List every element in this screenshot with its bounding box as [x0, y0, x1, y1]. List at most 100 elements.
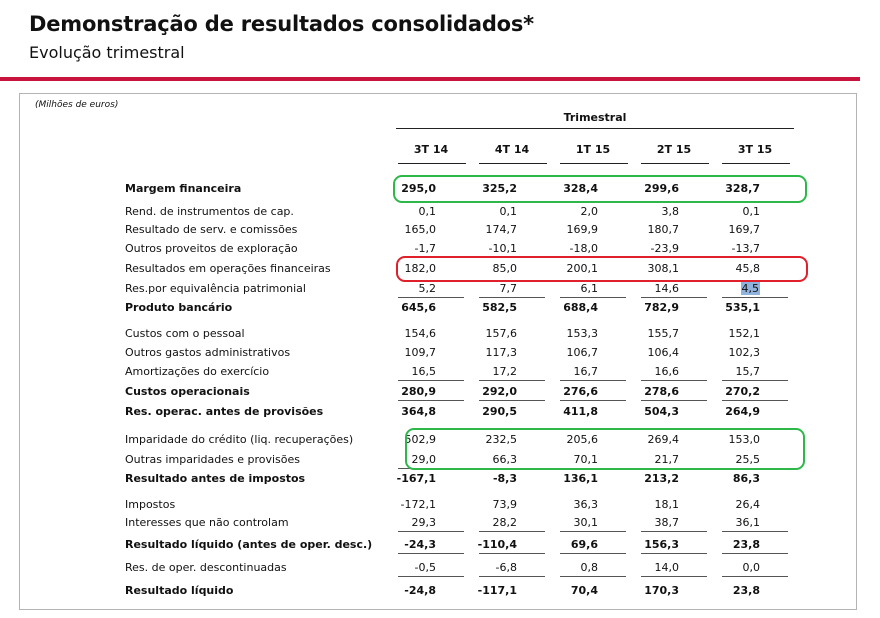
column-header: 3T 14 [413, 143, 449, 156]
subtotal-rule [479, 531, 545, 532]
cell-value: 182,0 [404, 262, 437, 275]
cell-value: 85,0 [492, 262, 518, 275]
cell-value: -24,8 [404, 584, 436, 597]
cell-value: -24,3 [404, 538, 436, 551]
subtotal-rule [398, 297, 464, 298]
page-title: Demonstração de resultados consolidados* [29, 12, 534, 36]
table-row: Resultado de serv. e comissões 165,0 174… [0, 222, 880, 238]
cell-value: 102,3 [728, 346, 761, 359]
table-row: Custos com o pessoal 154,6 157,6 153,3 1… [0, 326, 880, 342]
cell-value: 200,1 [566, 262, 599, 275]
cell-value: 325,2 [482, 182, 517, 195]
cell-value: 169,9 [566, 223, 599, 236]
cell-value: 36,3 [573, 498, 599, 511]
cell-value: 16,6 [654, 365, 680, 378]
table-row: Resultados em operações financeiras 182,… [0, 261, 880, 277]
cell-value: 174,7 [485, 223, 518, 236]
cell-value: 0,1 [418, 205, 437, 218]
column-group-header: Trimestral [396, 111, 794, 129]
subtotal-rule [641, 400, 707, 401]
table-row: Resultado líquido -24,8 -117,1 70,4 170,… [0, 583, 880, 599]
cell-value: 69,6 [570, 538, 598, 551]
subtotal-rule [398, 576, 464, 577]
subtotal-rule [560, 576, 626, 577]
table-row: Impostos -172,1 73,9 36,3 18,1 26,4 [0, 497, 880, 513]
cell-value: -167,1 [396, 472, 436, 485]
row-label: Custos com o pessoal [125, 327, 245, 340]
cell-value: 2,0 [580, 205, 599, 218]
cell-value: 15,7 [735, 365, 761, 378]
cell-value: -110,4 [477, 538, 517, 551]
cell-value: 280,9 [401, 385, 436, 398]
cell-value: 295,0 [401, 182, 436, 195]
cell-value: 21,7 [654, 453, 680, 466]
table-row: Resultado antes de impostos -167,1 -8,3 … [0, 471, 880, 487]
subtotal-rule [641, 576, 707, 577]
subtotal-rule [479, 576, 545, 577]
subtotal-rule [641, 553, 707, 554]
row-label: Res.por equivalência patrimonial [125, 282, 306, 295]
table-row: Rend. de instrumentos de cap. 0,1 0,1 2,… [0, 204, 880, 220]
row-label: Outros gastos administrativos [125, 346, 291, 359]
cell-value: 0,1 [742, 205, 761, 218]
table-panel [19, 93, 857, 610]
cell-value: 117,3 [485, 346, 518, 359]
cell-value: 14,0 [654, 561, 680, 574]
subtotal-rule [722, 531, 788, 532]
cell-value: 28,2 [492, 516, 518, 529]
subtotal-rule [398, 553, 464, 554]
cell-value-selected[interactable]: 4,5 [696, 281, 760, 297]
subtotal-rule [479, 400, 545, 401]
cell-value: 70,1 [573, 453, 599, 466]
subtotal-rule [479, 553, 545, 554]
cell-value: 411,8 [563, 405, 598, 418]
cell-value: 30,1 [573, 516, 599, 529]
row-label: Resultado antes de impostos [125, 472, 306, 485]
cell-value: 106,7 [566, 346, 599, 359]
column-header-rule [560, 163, 628, 164]
row-label: Outros proveitos de exploração [125, 242, 298, 255]
column-header: 2T 15 [656, 143, 692, 156]
row-label: Imparidade do crédito (liq. recuperações… [125, 433, 354, 446]
table-row: Interesses que não controlam 29,3 28,2 3… [0, 515, 880, 532]
cell-value: 0,8 [580, 561, 599, 574]
cell-value: -13,7 [731, 242, 760, 255]
cell-value: 157,6 [485, 327, 518, 340]
cell-value: 582,5 [482, 301, 517, 314]
cell-value: 153,3 [566, 327, 599, 340]
table-row: Produto bancário 645,6 582,5 688,4 782,9… [0, 300, 880, 316]
cell-value: 156,3 [644, 538, 679, 551]
cell-value: 180,7 [647, 223, 680, 236]
cell-value: 364,8 [401, 405, 436, 418]
cell-value: 106,4 [647, 346, 680, 359]
row-label: Custos operacionais [125, 385, 250, 398]
cell-value: 26,4 [735, 498, 761, 511]
cell-value: 23,8 [732, 538, 760, 551]
cell-value: -1,7 [414, 242, 436, 255]
subtotal-rule [560, 468, 626, 469]
cell-value: 308,1 [647, 262, 680, 275]
cell-value: 688,4 [563, 301, 598, 314]
row-label: Rend. de instrumentos de cap. [125, 205, 294, 218]
cell-value: 155,7 [647, 327, 680, 340]
cell-value: 782,9 [644, 301, 679, 314]
row-label: Produto bancário [125, 301, 233, 314]
cell-value: 25,5 [735, 453, 761, 466]
cell-value: -8,3 [492, 472, 517, 485]
subtotal-rule [641, 468, 707, 469]
row-label: Amortizações do exercício [125, 365, 270, 378]
cell-value: -18,0 [569, 242, 598, 255]
subtotal-rule [722, 297, 788, 298]
cell-value: 29,0 [411, 453, 437, 466]
cell-value: 70,4 [570, 584, 598, 597]
subtotal-rule [398, 468, 464, 469]
text-selection[interactable]: 4,5 [740, 282, 760, 295]
row-label: Resultado líquido [125, 584, 234, 597]
cell-value: -10,1 [488, 242, 517, 255]
cell-value: 299,6 [644, 182, 679, 195]
cell-value: 36,1 [735, 516, 761, 529]
column-header-rule [722, 163, 790, 164]
cell-value: 290,5 [482, 405, 517, 418]
cell-value: 232,5 [485, 433, 518, 446]
cell-value: -117,1 [477, 584, 517, 597]
